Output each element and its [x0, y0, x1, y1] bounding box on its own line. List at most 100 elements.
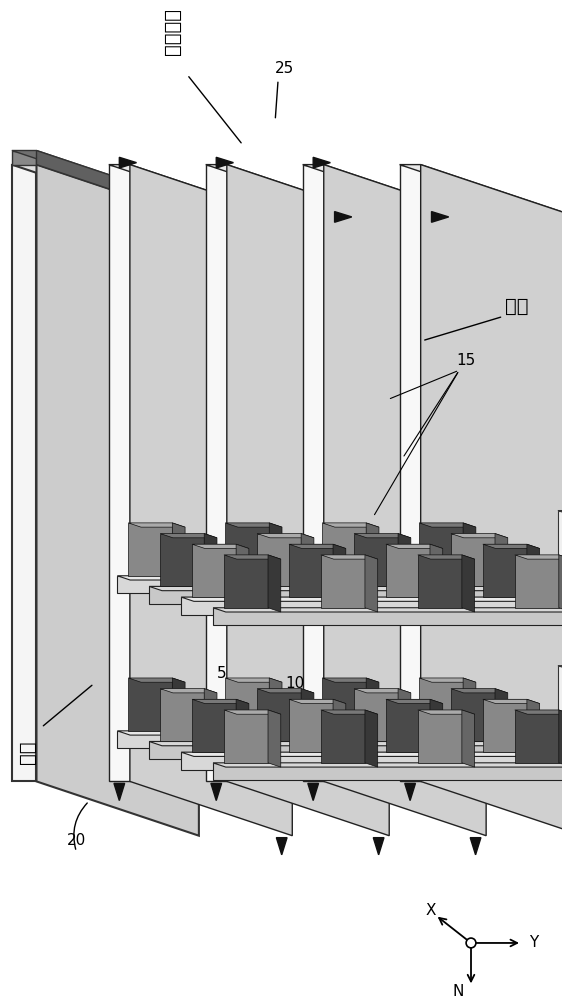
Text: 20: 20: [67, 833, 86, 848]
Polygon shape: [225, 678, 282, 682]
Polygon shape: [354, 534, 411, 538]
Polygon shape: [418, 555, 475, 559]
Circle shape: [466, 938, 476, 948]
Polygon shape: [224, 710, 281, 714]
Polygon shape: [211, 783, 222, 801]
Polygon shape: [322, 523, 379, 527]
Text: 字线: 字线: [506, 297, 529, 316]
Polygon shape: [386, 699, 430, 752]
Polygon shape: [470, 838, 481, 855]
Polygon shape: [172, 523, 185, 580]
Polygon shape: [206, 165, 389, 219]
Polygon shape: [322, 678, 366, 731]
Polygon shape: [303, 165, 324, 781]
Polygon shape: [559, 710, 568, 767]
Polygon shape: [483, 699, 540, 704]
Polygon shape: [515, 555, 568, 559]
Polygon shape: [451, 689, 508, 693]
Polygon shape: [558, 666, 568, 757]
Polygon shape: [418, 710, 475, 714]
Polygon shape: [149, 586, 568, 591]
Polygon shape: [322, 523, 366, 576]
Polygon shape: [354, 689, 398, 741]
Polygon shape: [12, 151, 36, 165]
Polygon shape: [149, 741, 568, 759]
Polygon shape: [308, 783, 319, 801]
Polygon shape: [451, 534, 508, 538]
Polygon shape: [354, 689, 411, 693]
Polygon shape: [224, 710, 268, 763]
Text: 存储单元: 存储单元: [163, 8, 182, 55]
Polygon shape: [114, 783, 124, 801]
Polygon shape: [269, 678, 282, 735]
Polygon shape: [289, 544, 333, 597]
Polygon shape: [399, 165, 568, 219]
Polygon shape: [432, 212, 449, 222]
Polygon shape: [553, 731, 565, 753]
Polygon shape: [515, 710, 559, 763]
Polygon shape: [419, 523, 463, 576]
Polygon shape: [108, 165, 293, 219]
Polygon shape: [567, 838, 568, 855]
Polygon shape: [313, 157, 331, 168]
Polygon shape: [128, 678, 185, 682]
Polygon shape: [36, 151, 199, 219]
Polygon shape: [366, 523, 379, 580]
Text: 5: 5: [216, 666, 226, 681]
Polygon shape: [333, 699, 346, 756]
Polygon shape: [213, 608, 568, 612]
Polygon shape: [495, 534, 508, 591]
Polygon shape: [225, 678, 269, 731]
Polygon shape: [128, 523, 172, 576]
Text: X: X: [426, 903, 437, 918]
Polygon shape: [515, 710, 568, 714]
Polygon shape: [558, 511, 568, 515]
Polygon shape: [553, 576, 565, 598]
Polygon shape: [227, 165, 389, 836]
Polygon shape: [149, 741, 568, 746]
Polygon shape: [108, 165, 130, 781]
Polygon shape: [268, 555, 281, 612]
Text: 15: 15: [457, 353, 476, 368]
Polygon shape: [451, 689, 495, 741]
Polygon shape: [216, 157, 233, 168]
Text: 25: 25: [275, 61, 295, 76]
Polygon shape: [405, 783, 415, 801]
Polygon shape: [515, 555, 559, 608]
Polygon shape: [419, 523, 476, 527]
Polygon shape: [204, 534, 217, 591]
Polygon shape: [398, 689, 411, 746]
Polygon shape: [366, 678, 379, 735]
Polygon shape: [321, 710, 365, 763]
Polygon shape: [160, 534, 204, 586]
Polygon shape: [206, 165, 227, 781]
Polygon shape: [289, 544, 346, 548]
Polygon shape: [192, 544, 236, 597]
Polygon shape: [289, 699, 346, 704]
Polygon shape: [224, 555, 281, 559]
Polygon shape: [419, 678, 476, 682]
Polygon shape: [495, 689, 508, 746]
Polygon shape: [301, 534, 314, 591]
Polygon shape: [365, 710, 378, 767]
Polygon shape: [269, 523, 282, 580]
Polygon shape: [128, 678, 172, 731]
Polygon shape: [225, 523, 282, 527]
Polygon shape: [386, 699, 442, 704]
Text: 位线: 位线: [18, 740, 37, 764]
Polygon shape: [213, 763, 568, 780]
Polygon shape: [160, 534, 217, 538]
Polygon shape: [213, 608, 568, 625]
Polygon shape: [118, 731, 565, 735]
Polygon shape: [236, 699, 249, 756]
Polygon shape: [430, 699, 442, 756]
Polygon shape: [204, 689, 217, 746]
Polygon shape: [130, 165, 293, 836]
Polygon shape: [386, 544, 442, 548]
Polygon shape: [333, 544, 346, 601]
Polygon shape: [181, 597, 568, 601]
Polygon shape: [181, 597, 568, 615]
Polygon shape: [399, 165, 421, 781]
Polygon shape: [192, 699, 249, 704]
Polygon shape: [324, 165, 486, 836]
